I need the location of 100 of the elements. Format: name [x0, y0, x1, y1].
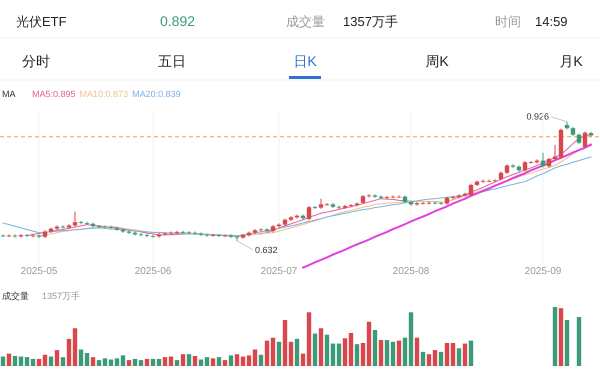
bar: [372, 330, 378, 366]
bar: [174, 360, 180, 366]
candlestick: [540, 152, 546, 168]
bar: [54, 350, 60, 366]
bar: [318, 328, 324, 366]
bar: [6, 354, 12, 366]
bar: [144, 358, 150, 366]
bar: [294, 338, 300, 366]
bar: [558, 308, 564, 366]
text: 时间: [495, 14, 521, 29]
bar: [354, 344, 360, 366]
text: MA20:0.839: [132, 89, 181, 99]
bar: [390, 342, 396, 366]
bar: [264, 340, 270, 366]
candlestick: [546, 157, 552, 168]
text: 分时: [22, 53, 50, 69]
bar: [168, 356, 174, 366]
bar: [366, 322, 372, 366]
candlestick: [72, 211, 78, 228]
candlestick: [552, 144, 558, 161]
bar: [342, 338, 348, 366]
bar: [456, 348, 462, 366]
text: MA: [2, 89, 16, 99]
bar: [228, 355, 234, 366]
bar: [66, 338, 72, 366]
bar: [468, 340, 474, 366]
candlestick: [522, 160, 528, 172]
x-tick-label: 2025-07: [260, 266, 298, 277]
bar: [240, 356, 246, 366]
bar: [186, 354, 192, 366]
text: 周K: [425, 53, 450, 69]
bar: [48, 356, 54, 366]
bar: [288, 342, 294, 366]
text: 五日: [158, 53, 186, 69]
bar: [438, 352, 444, 366]
bar: [36, 358, 42, 366]
bar: [12, 356, 18, 366]
bar: [270, 338, 276, 366]
bar: [324, 334, 330, 366]
bar: [84, 353, 90, 366]
bar: [252, 349, 258, 366]
text: MA10:0.873: [80, 89, 128, 99]
bar: [300, 354, 306, 366]
bar: [150, 358, 156, 366]
bar: [108, 360, 114, 366]
text: MA5:0.895: [32, 89, 76, 99]
bar: [426, 354, 432, 366]
candlestick: [306, 205, 312, 221]
x-tick-label: 2025-05: [20, 266, 58, 277]
bar: [24, 357, 30, 366]
bar: [360, 342, 366, 366]
bar: [282, 320, 288, 366]
bar: [348, 332, 354, 366]
bar: [432, 350, 438, 366]
candlestick: [576, 132, 582, 145]
bar: [564, 320, 570, 366]
bar: [336, 344, 342, 366]
candlestick: [582, 130, 588, 149]
bar: [132, 358, 138, 366]
bar: [198, 360, 204, 366]
bar: [90, 357, 96, 366]
bar: [402, 338, 408, 366]
candlestick: [504, 164, 510, 174]
bar: [192, 356, 198, 366]
bar: [30, 358, 36, 366]
bar: [126, 360, 132, 366]
text: 日K: [293, 53, 318, 69]
bar: [18, 356, 24, 366]
bar: [396, 340, 402, 366]
bar: [72, 328, 78, 366]
bar: [384, 340, 390, 366]
bar: [306, 312, 312, 366]
bar: [138, 360, 144, 366]
chart-title: 成交量: [2, 291, 29, 301]
bar: [552, 307, 558, 366]
text: 0.892: [160, 13, 196, 29]
bar: [450, 342, 456, 366]
chart-subtitle: 1357万手: [42, 291, 80, 301]
bar: [216, 357, 222, 366]
text: 月K: [559, 53, 584, 69]
bar: [414, 338, 420, 366]
text: 1357万手: [343, 14, 398, 29]
bar: [378, 340, 384, 366]
bar: [162, 357, 168, 366]
bar: [420, 352, 426, 366]
bar: [120, 355, 126, 366]
bar: [204, 357, 210, 366]
bar: [180, 354, 186, 366]
annotation: 0.632: [255, 244, 278, 255]
bar: [462, 344, 468, 366]
bar: [96, 360, 102, 366]
x-tick-label: 2025-08: [392, 266, 430, 277]
bar: [246, 355, 252, 366]
bar: [444, 342, 450, 366]
bar: [312, 334, 318, 366]
text: 14:59: [535, 14, 568, 29]
x-tick-label: 2025-06: [134, 266, 172, 277]
bar: [234, 354, 240, 366]
bar: [60, 357, 66, 366]
bar: [78, 349, 84, 366]
